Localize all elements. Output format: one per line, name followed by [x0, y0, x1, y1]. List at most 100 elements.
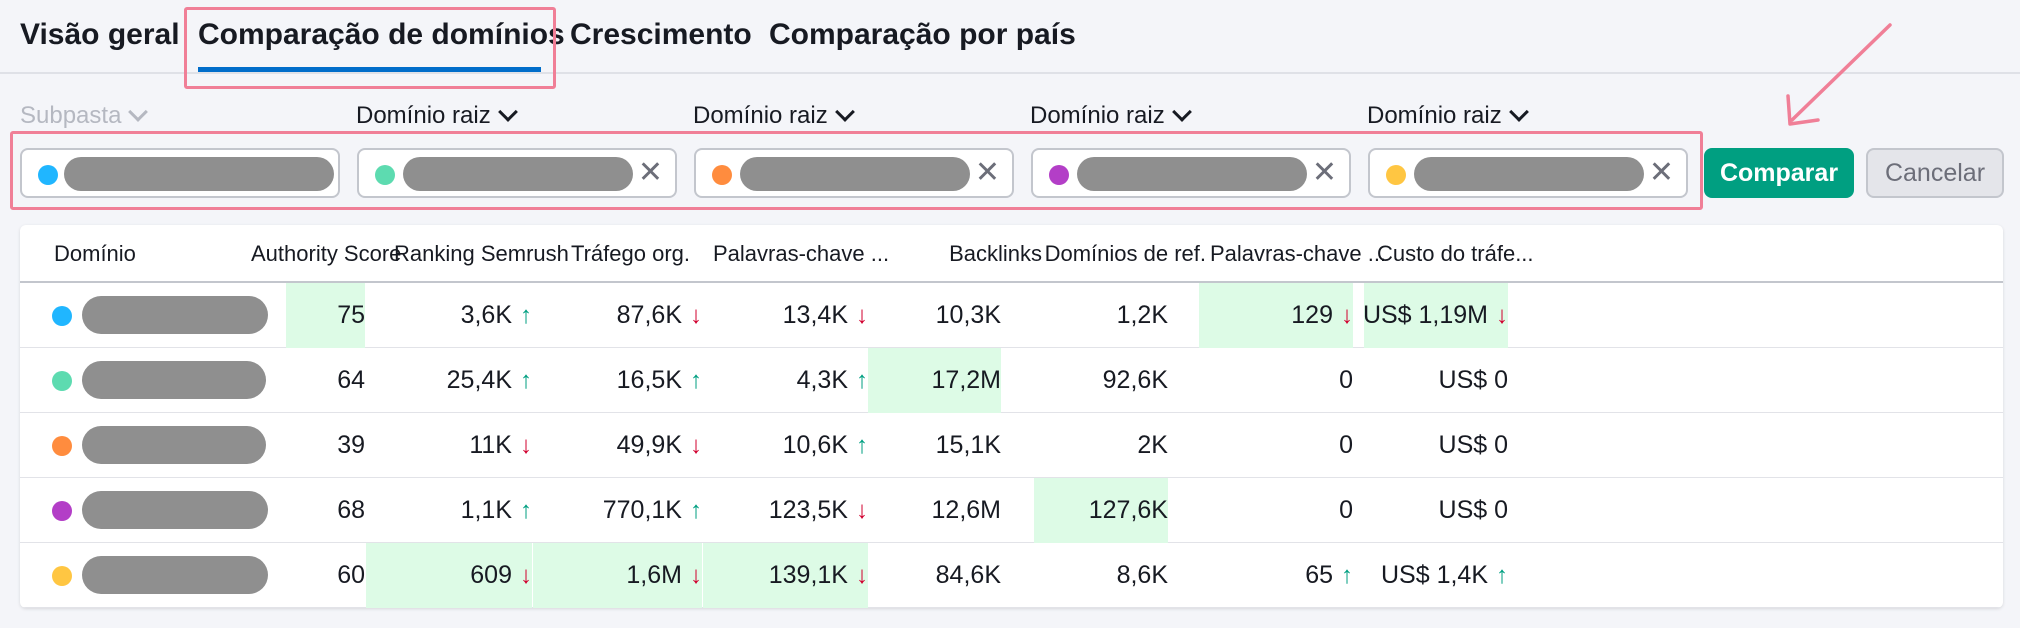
- cell-value: 16,5K: [616, 366, 682, 394]
- cell-value: US$ 1,19M: [1362, 301, 1488, 329]
- redacted-domain: [740, 157, 970, 191]
- subfolder-dropdown[interactable]: Subpasta: [20, 102, 149, 130]
- column-header[interactable]: Tráfego org.: [570, 241, 690, 266]
- table-cell: 1,6M ↓: [533, 543, 702, 608]
- cell-value: 15,1K: [935, 431, 1001, 459]
- column-header[interactable]: Custo do tráfe...: [1377, 241, 1534, 266]
- cell-value: 0: [1339, 366, 1353, 394]
- close-icon[interactable]: ✕: [1311, 156, 1337, 189]
- dropdown-label: Domínio raiz: [356, 102, 491, 129]
- arrow-up-icon: ↑: [520, 301, 532, 329]
- color-dot: [1049, 165, 1069, 185]
- redacted-domain[interactable]: [82, 296, 268, 334]
- chevron-down-icon: [128, 102, 149, 122]
- arrow-down-icon: ↓: [520, 431, 532, 459]
- domain-input-4[interactable]: ✕: [1031, 148, 1351, 198]
- table-cell: 2K: [1034, 413, 1168, 478]
- arrow-up-icon: ↑: [520, 496, 532, 524]
- root-domain-dropdown-4[interactable]: Domínio raiz: [1030, 102, 1192, 130]
- column-header[interactable]: Palavras-chave ...: [713, 241, 890, 266]
- cell-value: 10,3K: [935, 301, 1001, 329]
- column-header[interactable]: Domínios de ref.: [1044, 241, 1206, 266]
- table-cell: 39: [286, 413, 365, 478]
- table-cell: 3,6K ↑: [366, 283, 532, 348]
- compare-button[interactable]: Comparar: [1704, 148, 1854, 198]
- table-cell: 770,1K ↑: [533, 478, 702, 543]
- tab-growth[interactable]: Crescimento: [570, 18, 752, 51]
- table-cell: 0: [1199, 478, 1353, 543]
- cell-value: US$ 0: [1438, 496, 1508, 524]
- tab-country-comparison[interactable]: Comparação por país: [769, 18, 1076, 51]
- redacted-domain[interactable]: [82, 491, 268, 529]
- cell-value: US$ 0: [1438, 431, 1508, 459]
- cell-value: 0: [1339, 496, 1353, 524]
- tab-overview[interactable]: Visão geral: [20, 18, 180, 51]
- table-cell: 68: [286, 478, 365, 543]
- arrow-down-icon: ↓: [690, 561, 702, 589]
- table-cell: 12,6M: [868, 478, 1001, 543]
- table-cell: 139,1K ↓: [703, 543, 868, 608]
- redacted-domain: [1414, 157, 1644, 191]
- domain-input-1[interactable]: [20, 148, 340, 198]
- cell-value: 139,1K: [768, 561, 848, 589]
- table-cell: 84,6K: [868, 543, 1001, 608]
- cell-value: 4,3K: [796, 366, 848, 394]
- cell-value: 92,6K: [1102, 366, 1168, 394]
- column-header: Domínio: [54, 241, 136, 266]
- color-dot: [1386, 165, 1406, 185]
- root-domain-dropdown-5[interactable]: Domínio raiz: [1367, 102, 1529, 130]
- cell-value: 17,2M: [931, 366, 1001, 394]
- cell-value: US$ 1,4K: [1380, 561, 1488, 589]
- cell-value: 127,6K: [1088, 496, 1168, 524]
- cell-value: 75: [337, 301, 365, 329]
- table-cell: 65 ↑: [1199, 543, 1353, 608]
- cell-value: 1,1K: [460, 496, 512, 524]
- table-cell: 25,4K ↑: [366, 348, 532, 413]
- cancel-button[interactable]: Cancelar: [1866, 148, 2004, 198]
- column-header[interactable]: Authority Score: [251, 241, 402, 266]
- redacted-domain[interactable]: [82, 556, 268, 594]
- color-dot: [375, 165, 395, 185]
- table-cell: 8,6K: [1034, 543, 1168, 608]
- cell-value: 39: [337, 431, 365, 459]
- cell-value: 60: [337, 561, 365, 589]
- cell-value: 68: [337, 496, 365, 524]
- arrow-up-icon: ↑: [690, 496, 702, 524]
- table-cell: 11K ↓: [366, 413, 532, 478]
- close-icon[interactable]: ✕: [1648, 156, 1674, 189]
- arrow-up-icon: ↑: [520, 366, 532, 394]
- root-domain-dropdown-2[interactable]: Domínio raiz: [356, 102, 518, 130]
- redacted-domain[interactable]: [82, 361, 266, 399]
- cell-value: 64: [337, 366, 365, 394]
- domain-input-2[interactable]: ✕: [357, 148, 677, 198]
- color-dot: [52, 371, 72, 391]
- arrow-down-icon: ↓: [690, 301, 702, 329]
- cell-value: 10,6K: [782, 431, 848, 459]
- table-cell: US$ 1,19M ↓: [1362, 283, 1508, 348]
- column-header[interactable]: Backlinks: [949, 241, 1042, 266]
- domain-input-3[interactable]: ✕: [694, 148, 1014, 198]
- close-icon[interactable]: ✕: [974, 156, 1000, 189]
- table-cell: 64: [286, 348, 365, 413]
- redacted-domain: [1077, 157, 1307, 191]
- close-icon[interactable]: ✕: [637, 156, 663, 189]
- domain-input-5[interactable]: ✕: [1368, 148, 1688, 198]
- table-cell: US$ 0: [1364, 478, 1508, 543]
- cell-value: 49,9K: [616, 431, 682, 459]
- arrow-down-icon: ↓: [856, 301, 868, 329]
- arrow-down-icon: ↓: [1496, 301, 1508, 329]
- root-domain-dropdown-3[interactable]: Domínio raiz: [693, 102, 855, 130]
- column-header[interactable]: Palavras-chave ...: [1210, 241, 1387, 266]
- color-dot: [712, 165, 732, 185]
- cell-value: 0: [1339, 431, 1353, 459]
- arrow-down-icon: ↓: [1341, 301, 1353, 329]
- table-cell: 0: [1199, 413, 1353, 478]
- tab-domain-comparison[interactable]: Comparação de domínios: [198, 18, 565, 51]
- arrow-down-icon: ↓: [856, 561, 868, 589]
- redacted-domain[interactable]: [82, 426, 266, 464]
- cell-value: 84,6K: [935, 561, 1001, 589]
- arrow-down-icon: ↓: [520, 561, 532, 589]
- column-header[interactable]: Ranking Semrush: [394, 241, 569, 266]
- cell-value: US$ 0: [1438, 366, 1508, 394]
- cell-value: 8,6K: [1116, 561, 1168, 589]
